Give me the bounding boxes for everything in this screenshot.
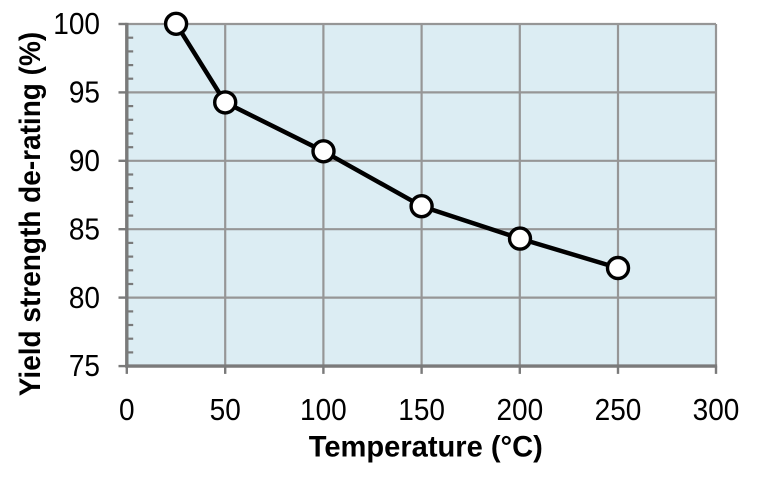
svg-text:85: 85	[69, 213, 100, 246]
svg-text:50: 50	[210, 394, 241, 427]
svg-text:0: 0	[119, 394, 135, 427]
svg-text:150: 150	[398, 394, 445, 427]
svg-text:Yield strength de-rating (%): Yield strength de-rating (%)	[14, 32, 47, 396]
svg-text:Temperature (°C): Temperature (°C)	[309, 430, 543, 463]
svg-text:250: 250	[595, 394, 642, 427]
svg-text:80: 80	[69, 282, 100, 315]
svg-text:95: 95	[69, 77, 100, 110]
svg-text:100: 100	[300, 394, 347, 427]
svg-text:100: 100	[53, 8, 100, 41]
svg-text:90: 90	[69, 145, 100, 178]
svg-text:300: 300	[693, 394, 740, 427]
svg-text:75: 75	[69, 350, 100, 383]
svg-text:200: 200	[496, 394, 543, 427]
